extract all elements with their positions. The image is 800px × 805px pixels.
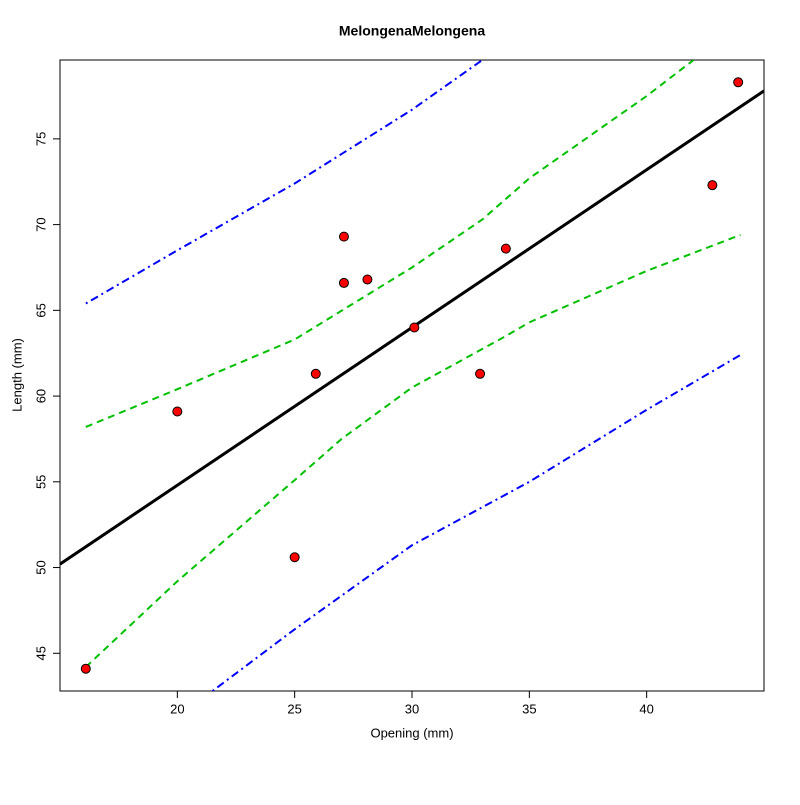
point <box>80 663 91 674</box>
x-tick-label: 30 <box>405 701 419 716</box>
y-tick-label: 50 <box>33 560 48 574</box>
y-tick-label: 60 <box>33 389 48 403</box>
y-tick-label: 55 <box>33 475 48 489</box>
point <box>338 231 349 242</box>
point <box>409 322 420 333</box>
x-axis-label: Opening (mm) <box>370 725 453 740</box>
y-axis-label: Length (mm) <box>9 338 24 412</box>
x-tick-label: 20 <box>170 701 184 716</box>
chart-title: MelongenaMelongena <box>339 23 485 39</box>
point <box>475 368 486 379</box>
fit-line <box>211 354 742 691</box>
point <box>362 274 373 285</box>
plot-area <box>60 60 764 691</box>
y-tick-label: 65 <box>33 303 48 317</box>
x-tick-label: 25 <box>287 701 301 716</box>
point <box>500 243 511 254</box>
x-tick-label: 40 <box>639 701 653 716</box>
point <box>172 406 183 417</box>
point <box>707 180 718 191</box>
y-tick-label: 45 <box>33 646 48 660</box>
y-tick-label: 75 <box>33 132 48 146</box>
point <box>310 368 321 379</box>
fit-line <box>85 60 695 428</box>
fit-line <box>85 233 741 668</box>
fit-line <box>85 60 483 305</box>
y-tick-label: 70 <box>33 217 48 231</box>
point <box>289 552 300 563</box>
x-tick-label: 35 <box>522 701 536 716</box>
point <box>733 77 744 88</box>
point <box>338 277 349 288</box>
